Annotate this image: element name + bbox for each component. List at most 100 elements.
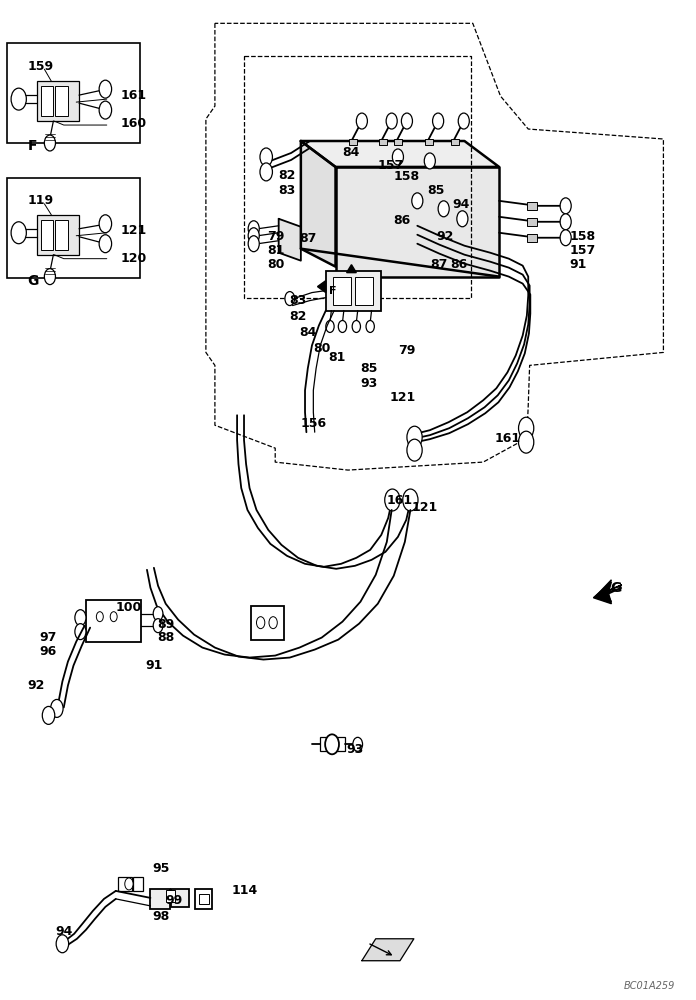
Bar [166, 890, 175, 902]
Polygon shape [301, 141, 499, 167]
Circle shape [438, 201, 449, 217]
Text: F: F [329, 286, 336, 296]
Polygon shape [278, 219, 301, 261]
Circle shape [11, 88, 26, 110]
Circle shape [412, 193, 423, 209]
Text: 99: 99 [166, 894, 183, 907]
Text: 120: 120 [120, 252, 147, 265]
Text: 85: 85 [428, 184, 445, 197]
Text: 86: 86 [393, 214, 411, 227]
Text: 93: 93 [361, 377, 378, 390]
Circle shape [407, 439, 422, 461]
Text: 83: 83 [289, 294, 306, 307]
Text: 95: 95 [152, 862, 170, 875]
Circle shape [45, 269, 56, 285]
Text: 79: 79 [267, 230, 284, 243]
Circle shape [75, 624, 86, 640]
Circle shape [356, 113, 367, 129]
Text: G: G [610, 581, 622, 595]
Circle shape [393, 149, 404, 165]
Circle shape [386, 113, 397, 129]
Circle shape [99, 80, 111, 98]
Circle shape [385, 489, 400, 511]
Text: 94: 94 [452, 198, 469, 211]
Circle shape [425, 153, 435, 169]
Bar [118, 877, 132, 891]
Circle shape [51, 699, 63, 717]
Text: 161: 161 [495, 432, 521, 445]
Bar [326, 271, 381, 311]
Text: 82: 82 [289, 310, 306, 323]
Bar [527, 202, 537, 210]
Circle shape [257, 617, 264, 629]
Circle shape [433, 113, 443, 129]
Circle shape [248, 221, 260, 237]
Bar [355, 277, 373, 305]
Circle shape [45, 135, 56, 151]
Bar [41, 86, 54, 116]
Circle shape [338, 320, 347, 332]
Bar [86, 600, 141, 642]
Circle shape [457, 211, 468, 227]
Text: BC01A259: BC01A259 [624, 981, 675, 991]
Circle shape [260, 163, 272, 181]
Text: 79: 79 [398, 344, 416, 357]
Circle shape [458, 113, 469, 129]
Text: 89: 89 [157, 618, 175, 631]
Text: 80: 80 [313, 342, 331, 355]
Bar [7, 43, 140, 143]
Text: 80: 80 [267, 258, 284, 271]
Text: 161: 161 [386, 494, 412, 507]
Bar [38, 81, 79, 121]
Text: 121: 121 [412, 501, 438, 514]
Text: 161: 161 [120, 89, 147, 102]
Circle shape [99, 215, 111, 233]
Bar [199, 894, 209, 904]
Bar [394, 139, 402, 145]
Text: 121: 121 [120, 224, 147, 237]
Bar [349, 139, 357, 145]
Bar [425, 139, 434, 145]
Circle shape [99, 101, 111, 119]
Circle shape [285, 292, 294, 306]
Circle shape [110, 612, 117, 622]
Text: 159: 159 [28, 60, 54, 73]
Text: 92: 92 [28, 679, 45, 692]
Circle shape [325, 734, 339, 754]
Polygon shape [347, 265, 356, 273]
Text: 93: 93 [346, 743, 363, 756]
Polygon shape [596, 580, 622, 602]
Text: 157: 157 [378, 159, 404, 172]
Circle shape [99, 235, 111, 253]
Circle shape [96, 612, 103, 622]
Text: 158: 158 [394, 170, 420, 183]
Text: 86: 86 [450, 258, 468, 271]
Polygon shape [301, 141, 335, 267]
Bar [7, 178, 140, 278]
Bar [333, 277, 351, 305]
Bar [251, 606, 284, 640]
Bar [41, 220, 54, 250]
Text: 157: 157 [570, 244, 596, 257]
Text: 114: 114 [232, 884, 258, 897]
Text: 97: 97 [40, 631, 57, 644]
Bar [171, 889, 189, 907]
Bar [56, 220, 68, 250]
Circle shape [402, 113, 413, 129]
Circle shape [125, 878, 133, 890]
Circle shape [42, 706, 55, 724]
Circle shape [153, 619, 163, 633]
Text: 98: 98 [152, 910, 170, 923]
Circle shape [352, 320, 361, 332]
Text: 81: 81 [329, 351, 346, 364]
Bar [450, 139, 459, 145]
Text: 158: 158 [570, 230, 596, 243]
Circle shape [269, 617, 277, 629]
Polygon shape [594, 582, 622, 604]
Circle shape [248, 236, 260, 252]
Circle shape [519, 417, 534, 439]
Bar [379, 139, 387, 145]
Circle shape [560, 230, 571, 246]
Text: 91: 91 [145, 659, 163, 672]
Polygon shape [317, 281, 326, 293]
